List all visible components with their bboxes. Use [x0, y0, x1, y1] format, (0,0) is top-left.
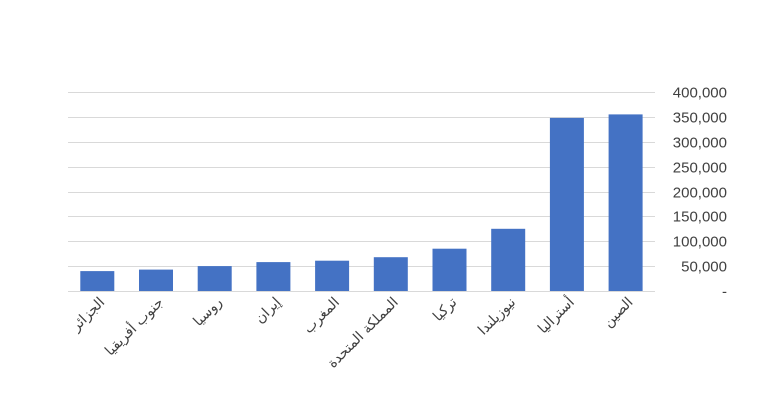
x-tick-label: أستراليا — [534, 293, 578, 337]
x-tick-label: جنوب أفريقيا — [101, 293, 167, 359]
y-tick-label: 250,000 — [673, 160, 727, 177]
bar — [315, 260, 350, 291]
bar — [256, 262, 291, 291]
bar — [549, 117, 584, 292]
bar — [432, 248, 467, 291]
y-tick-label: 350,000 — [673, 110, 727, 127]
x-tick-label: الصين — [600, 295, 636, 331]
bar — [608, 114, 643, 292]
y-tick-label: 150,000 — [673, 209, 727, 226]
bar — [373, 257, 408, 291]
x-tick-label: تركيا — [430, 294, 460, 324]
y-tick-label: 100,000 — [673, 234, 727, 251]
y-tick-label: - — [722, 284, 727, 301]
y-tick-label: 200,000 — [673, 185, 727, 202]
y-tick-label: 300,000 — [673, 135, 727, 152]
bar — [197, 266, 232, 291]
y-axis-tick-labels: - 50,000 100,000 150,000 200,000 250,000 300,0… — [673, 85, 727, 301]
y-tick-label: 400,000 — [673, 85, 727, 102]
x-tick-label: المغرب — [301, 295, 343, 337]
gridlines — [68, 92, 655, 292]
x-tick-label: إيران — [252, 294, 284, 326]
bars — [80, 114, 643, 292]
y-tick-label: 50,000 — [681, 259, 727, 276]
x-tick-label: نيوزيلندا — [475, 295, 519, 339]
bar — [491, 228, 526, 291]
bar — [80, 271, 115, 291]
bar — [139, 269, 173, 291]
x-tick-label: الجزائر — [68, 295, 109, 336]
x-tick-label: روسيا — [190, 295, 225, 330]
